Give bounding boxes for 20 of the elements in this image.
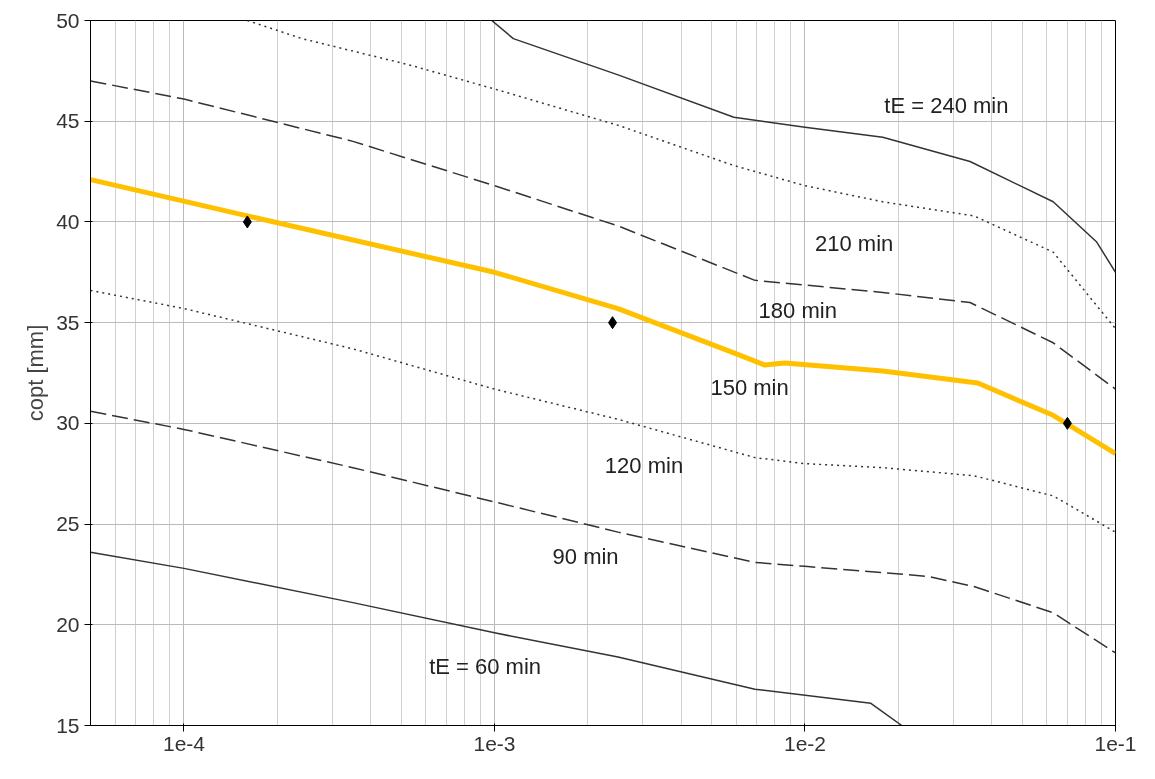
y-tick-label: 35 (56, 310, 80, 334)
annotation: 90 min (552, 543, 619, 569)
annotation: 180 min (758, 297, 837, 323)
y-tick-label: 45 (56, 109, 80, 133)
y-tick-label: 30 (56, 411, 80, 435)
y-tick-label: 15 (56, 713, 80, 737)
y-tick-label: 50 (56, 8, 80, 32)
x-tick-label: 1e-4 (162, 731, 206, 755)
annotation: 150 min (710, 374, 789, 400)
annotation: tE = 60 min (429, 654, 542, 680)
annotation: 210 min (814, 231, 894, 257)
y-tick-label: 25 (56, 512, 80, 536)
y-tick-label: 20 (56, 612, 80, 636)
x-tick-label: 1e-2 (783, 731, 827, 755)
y-axis-title: copt [mm] (23, 324, 49, 422)
x-tick-label: 1e-1 (1094, 731, 1137, 755)
annotation: tE = 240 min (884, 92, 1009, 118)
annotation: 120 min (604, 452, 684, 478)
x-tick-label: 1e-3 (473, 731, 516, 755)
y-tick-label: 40 (56, 209, 80, 233)
